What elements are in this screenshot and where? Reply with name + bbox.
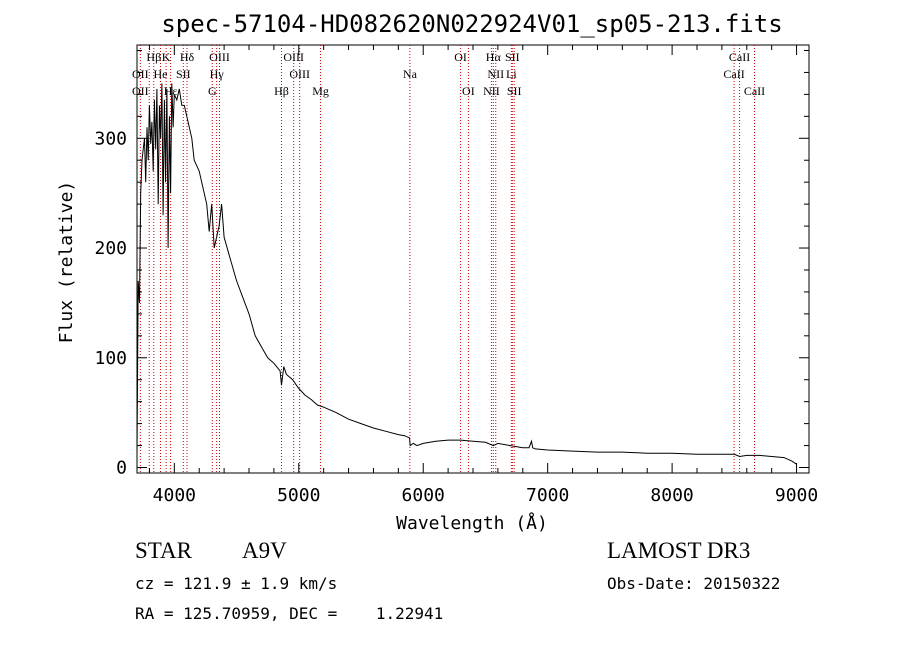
x-axis-label: Wavelength (Å) <box>396 512 548 534</box>
y-tick-label: 200 <box>94 238 127 259</box>
line-label: Hα <box>486 50 502 64</box>
line-label: Mg <box>312 84 329 98</box>
chart-title: spec-57104-HD082620N022924V01_sp05-213.f… <box>161 10 782 38</box>
emission-line-markers <box>139 45 755 473</box>
line-label: He <box>154 67 168 81</box>
y-tick-label: 0 <box>116 458 127 479</box>
line-label: OII <box>132 84 149 98</box>
survey-label: LAMOST DR3 <box>607 538 751 563</box>
y-axis-label: Flux (relative) <box>56 181 77 344</box>
radec-text: RA = 125.70959, DEC = 1.22941 <box>135 604 444 623</box>
plot-frame <box>136 44 810 474</box>
x-tick-label: 8000 <box>650 485 693 506</box>
x-tick-label: 5000 <box>277 485 320 506</box>
line-label: CaII <box>744 84 765 98</box>
line-label: SII <box>176 67 191 81</box>
spectrum-line <box>136 83 797 465</box>
line-label: Hδ <box>180 50 195 64</box>
y-tick-label: 100 <box>94 348 127 369</box>
line-label: SII <box>507 84 522 98</box>
line-label: Hβ <box>146 50 161 64</box>
line-label: NII <box>483 84 500 98</box>
line-label: Hγ <box>210 67 225 81</box>
line-label: CaII <box>729 50 750 64</box>
line-label: Li <box>506 67 517 81</box>
x-tick-label: 9000 <box>775 485 818 506</box>
redshift-text: cz = 121.9 ± 1.9 km/s <box>135 574 338 593</box>
x-tick-label: 6000 <box>402 485 445 506</box>
line-label: OI <box>462 84 475 98</box>
spectrum-chart: spec-57104-HD082620N022924V01_sp05-213.f… <box>56 10 818 534</box>
line-label: G <box>208 84 217 98</box>
x-tick-label: 4000 <box>153 485 196 506</box>
line-label: OIII <box>283 50 304 64</box>
class-label: STAR <box>135 538 192 563</box>
subclass-label: A9V <box>242 538 287 563</box>
line-label: OIII <box>289 67 310 81</box>
line-label: K <box>162 50 171 64</box>
line-label: Na <box>403 67 418 81</box>
line-label: SII <box>505 50 520 64</box>
line-label: NII <box>487 67 504 81</box>
line-label: Hβ <box>274 84 289 98</box>
y-tick-label: 300 <box>94 128 127 149</box>
axis-ticks: 4000 5000 6000 7000 8000 9000 0 100 200 300 <box>94 45 818 506</box>
x-tick-label: 7000 <box>526 485 569 506</box>
line-label: OI <box>454 50 467 64</box>
line-label: OIII <box>209 50 230 64</box>
obs-date-text: Obs-Date: 20150322 <box>607 574 781 593</box>
line-label: OII <box>132 67 149 81</box>
line-label: CaII <box>723 67 744 81</box>
